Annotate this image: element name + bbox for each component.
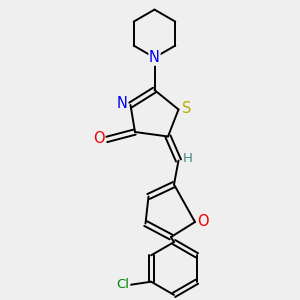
Text: N: N xyxy=(149,50,160,65)
Text: N: N xyxy=(117,96,128,111)
Text: Cl: Cl xyxy=(117,278,130,291)
Text: O: O xyxy=(198,214,209,230)
Text: O: O xyxy=(93,130,105,146)
Text: H: H xyxy=(183,152,193,165)
Text: S: S xyxy=(182,100,192,116)
